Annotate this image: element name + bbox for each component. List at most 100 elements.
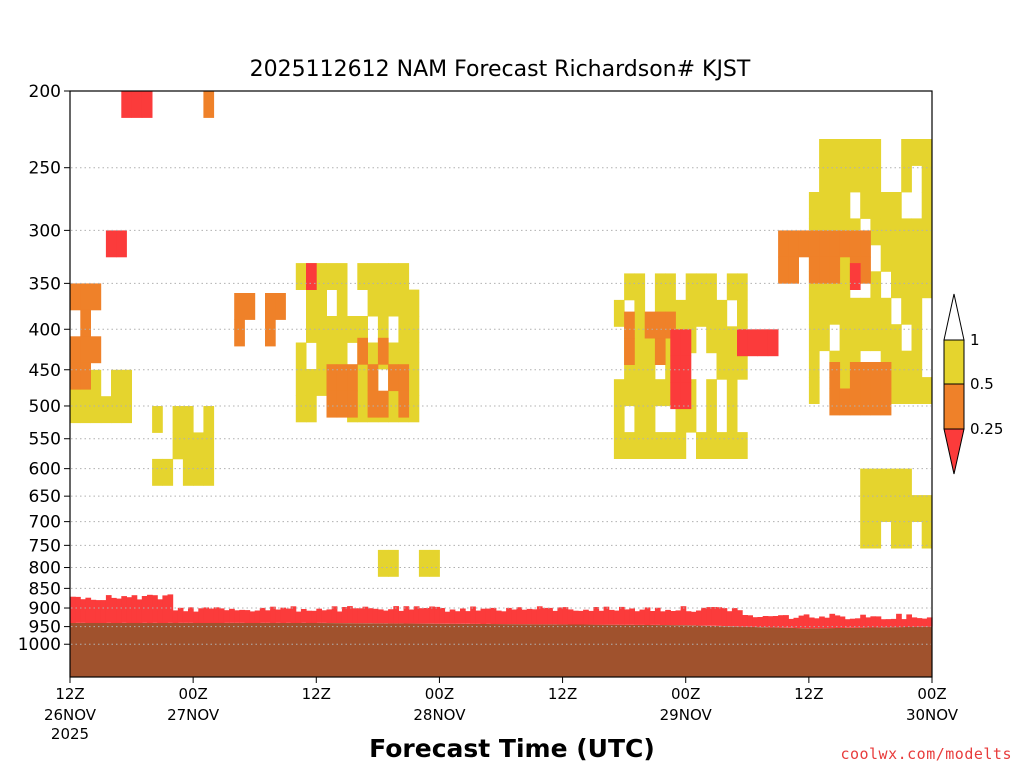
y-tick-label: 850 [29,579,61,599]
ri-cell [901,619,907,628]
ri-cell [911,139,923,166]
ri-cell [916,618,923,627]
ri-cell [767,329,779,357]
ri-cell [742,615,748,627]
ri-cell [383,610,389,624]
ri-cell [706,607,712,626]
ri-cell [844,619,851,628]
ri-cell [783,615,789,628]
ri-cell [675,610,682,626]
ri-cell [265,293,276,320]
ri-cell [336,611,343,624]
y-tick-label: 700 [29,513,61,533]
x-tick-label: 12Z [794,685,823,703]
ri-cell [839,230,851,258]
ri-cell [911,377,923,404]
credit-text: coolwx.com/modelts [840,745,1012,763]
ri-cell [372,608,379,624]
ri-cell [706,299,717,327]
grid-lines [71,90,931,645]
ri-cell [583,609,589,625]
ri-cell [306,263,317,290]
ri-cell [624,311,635,339]
ri-cell [901,244,912,272]
ri-cell [234,319,245,347]
ri-cell [644,432,656,459]
ri-cell [891,618,897,628]
ri-cell [398,263,410,290]
ri-cell [808,271,820,299]
ri-cell [336,263,348,290]
ri-cell [121,91,132,118]
ri-cell [901,350,912,378]
ri-cell [326,609,333,623]
y-axis: 200 250 300 350 400 450 500 550 600 650 700 750 8008… [18,82,70,655]
ri-cell [634,273,646,301]
ri-cell [90,599,97,623]
ri-cell [449,609,456,624]
ri-cell [901,165,912,193]
ri-cell [203,458,215,486]
ri-cell [701,607,707,626]
ri-cell [259,607,266,623]
ri-cell [480,608,487,624]
ri-cell [152,406,163,433]
ri-cell [629,608,635,625]
ri-cell [265,319,276,347]
ri-cell [295,611,302,623]
ri-cell [398,289,410,317]
ri-cell [747,329,758,357]
ri-cell [891,350,902,378]
ri-cell [726,273,738,301]
ri-cell [193,458,204,486]
ri-cell [680,382,692,410]
ri-cell [316,608,322,623]
ri-cell [506,607,512,625]
ri-cell [172,406,184,433]
ri-cell [880,192,892,219]
ri-cell [347,316,358,343]
ri-cell [408,369,420,396]
ri-cell [578,610,584,625]
ri-cell [808,377,820,404]
ri-cell [675,405,687,433]
ri-cell [470,606,476,624]
plot-frame [69,90,933,678]
x-tick-label: 12Z [302,685,331,703]
ri-cell [891,324,902,352]
ri-cell [357,608,363,624]
ri-cell [306,289,317,317]
ri-cell [75,596,81,623]
ri-cell [654,607,661,625]
ri-cell [403,606,410,624]
ri-cell [665,273,676,301]
ri-cell [613,379,625,407]
ri-cell [654,338,666,365]
ri-cell [860,521,871,549]
ri-cell [377,289,389,317]
ri-cell [911,297,923,325]
ri-cell [475,610,481,624]
ri-cell [716,326,728,354]
ri-cell [213,607,220,623]
ri-cell [465,611,471,624]
ri-cell [95,600,102,623]
ri-cell [706,405,717,433]
ri-cell [326,390,338,418]
ri-cell [188,607,194,623]
ri-cell [685,273,697,301]
ri-cell [870,495,882,522]
ri-cell [80,362,91,390]
ri-cell [829,271,841,299]
ri-cell [819,324,830,352]
ri-cell [870,218,882,246]
ri-cell [706,326,717,354]
ri-cell [849,139,861,166]
ri-cell [234,610,240,623]
ri-cell [111,369,122,397]
ri-cell [116,230,127,258]
x-tick-year: 2025 [51,725,89,743]
x-tick-label: 00Z [671,685,700,703]
ri-cell [90,396,102,424]
